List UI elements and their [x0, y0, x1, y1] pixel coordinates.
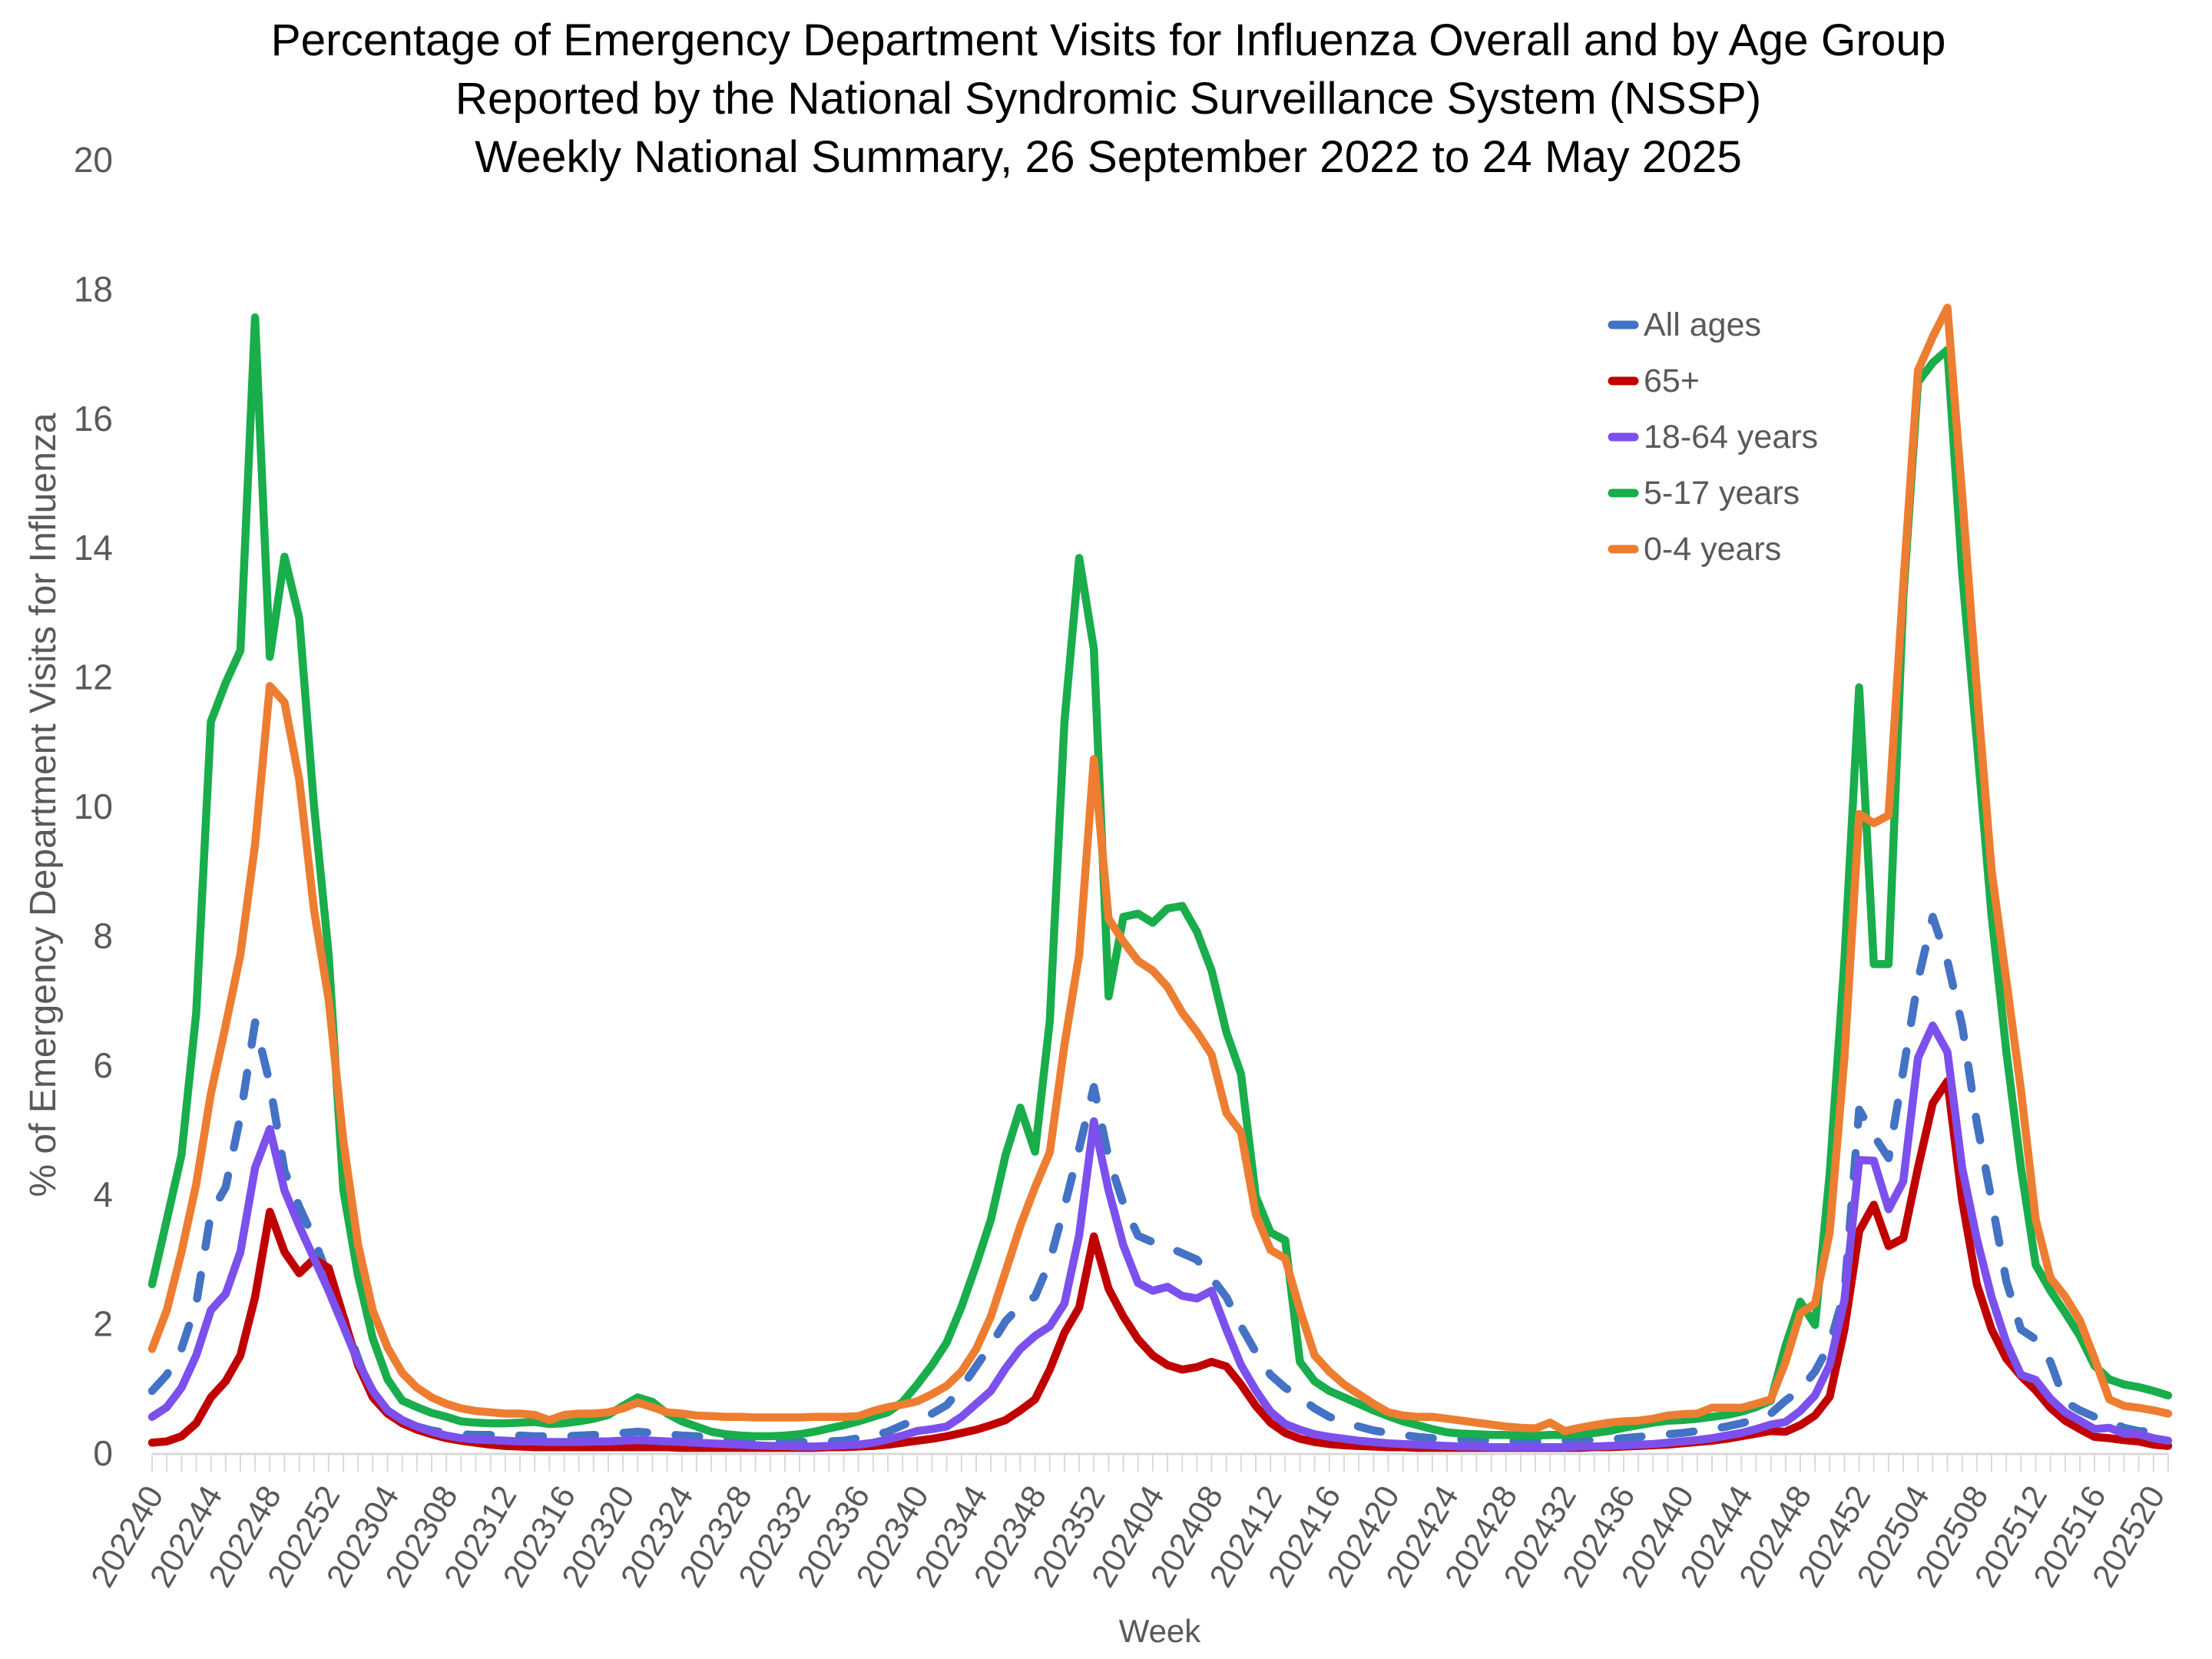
- svg-text:All ages: All ages: [1644, 306, 1761, 343]
- svg-text:10: 10: [74, 786, 113, 826]
- svg-text:8: 8: [93, 916, 113, 955]
- svg-text:4: 4: [93, 1174, 113, 1214]
- svg-text:Week: Week: [1119, 1613, 1202, 1649]
- svg-text:14: 14: [74, 528, 113, 568]
- svg-text:12: 12: [74, 657, 113, 697]
- svg-text:16: 16: [74, 399, 113, 439]
- svg-text:65+: 65+: [1644, 363, 1700, 399]
- svg-text:18-64 years: 18-64 years: [1644, 419, 1818, 455]
- svg-text:18: 18: [74, 269, 113, 309]
- svg-text:0-4 years: 0-4 years: [1644, 531, 1781, 568]
- svg-text:Percentage of Emergency Depart: Percentage of Emergency Department Visit…: [271, 15, 1946, 65]
- svg-text:0: 0: [93, 1433, 113, 1473]
- svg-text:% of Emergency Department Visi: % of Emergency Department Visits for Inf…: [23, 412, 64, 1197]
- svg-text:Weekly National Summary, 26 Se: Weekly National Summary, 26 September 20…: [475, 132, 1742, 182]
- svg-text:Reported by the National Syndr: Reported by the National Syndromic Surve…: [455, 74, 1761, 124]
- svg-text:5-17 years: 5-17 years: [1644, 475, 1800, 512]
- svg-text:20: 20: [74, 140, 113, 180]
- svg-text:6: 6: [93, 1045, 113, 1085]
- svg-text:2: 2: [93, 1304, 113, 1344]
